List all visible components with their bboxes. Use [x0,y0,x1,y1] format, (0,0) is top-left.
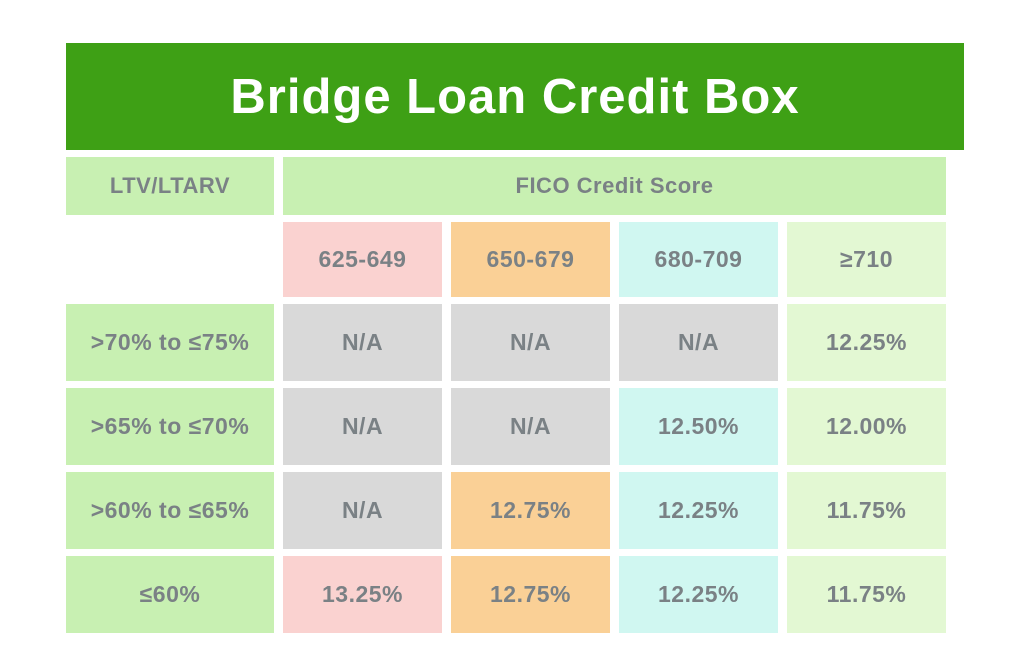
table-cell: N/A [451,388,610,465]
row-label-70-75: >70% to ≤75% [66,304,274,381]
table-cell: 12.75% [451,556,610,633]
corner-header-ltv-ltarv: LTV/LTARV [66,157,274,215]
table-cell: N/A [283,388,442,465]
table-cell: 12.25% [619,472,778,549]
table-cell: 11.75% [787,472,946,549]
table-cell: N/A [451,304,610,381]
column-header-625-649: 625-649 [283,222,442,297]
table-cell: 12.50% [619,388,778,465]
table-cell: 12.25% [787,304,946,381]
column-header-680-709: 680-709 [619,222,778,297]
credit-box-table: LTV/LTARV FICO Credit Score 625-649 650-… [66,157,946,633]
row-label-under-60: ≤60% [66,556,274,633]
table-cell: N/A [283,304,442,381]
group-header-fico-credit-score: FICO Credit Score [283,157,946,215]
table-cell: N/A [619,304,778,381]
table-cell: 13.25% [283,556,442,633]
title-banner: Bridge Loan Credit Box [66,43,964,150]
page-title: Bridge Loan Credit Box [230,69,800,124]
row-label-60-65: >60% to ≤65% [66,472,274,549]
table-cell: 12.75% [451,472,610,549]
empty-corner-cell [66,222,274,297]
table-cell: 12.00% [787,388,946,465]
column-header-710-plus: ≥710 [787,222,946,297]
table-cell: 12.25% [619,556,778,633]
row-label-65-70: >65% to ≤70% [66,388,274,465]
column-header-650-679: 650-679 [451,222,610,297]
table-cell: N/A [283,472,442,549]
table-cell: 11.75% [787,556,946,633]
